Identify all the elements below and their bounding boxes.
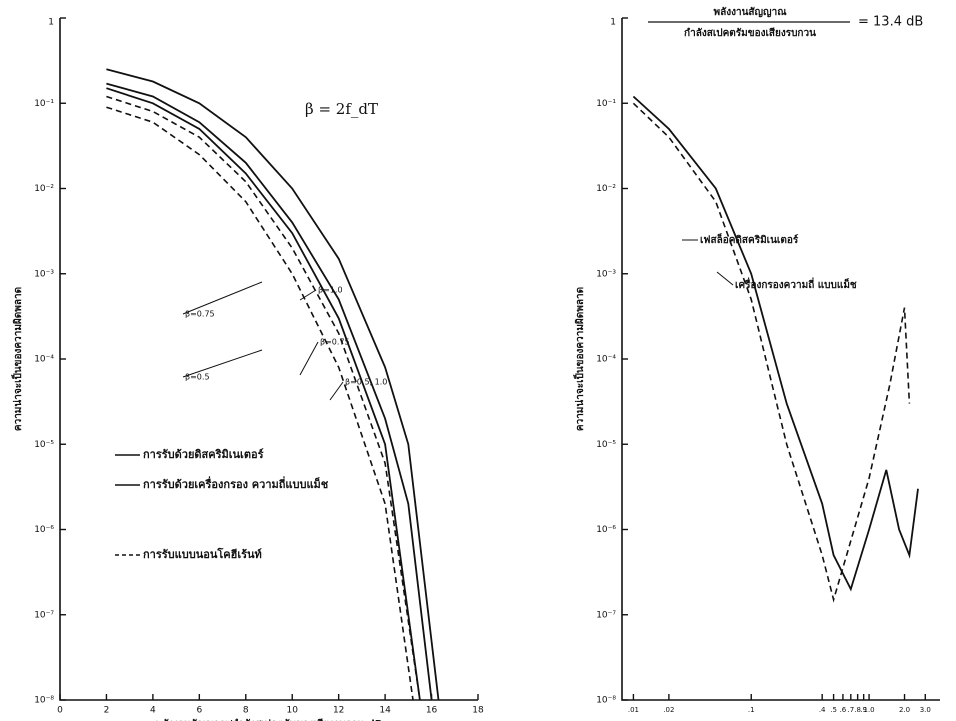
x-tick-label: .02 <box>663 706 674 714</box>
axis <box>621 18 940 701</box>
y-tick-label: 10⁻⁸ <box>596 696 616 706</box>
legend-label: การรับแบบนอนโคฮีเร้นท์ <box>143 547 262 561</box>
leader-line <box>716 271 734 286</box>
x-tick-label: 1.0 <box>863 706 874 714</box>
legend-label: การรับด้วยดิสคริมิเนเตอร์ <box>143 448 264 461</box>
curve <box>106 95 421 701</box>
x-tick-label: 16 <box>426 706 438 716</box>
x-tick-label: .7 <box>847 706 854 714</box>
x-tick-label: 6 <box>196 706 202 716</box>
leader-line <box>329 381 344 401</box>
y-axis-label: ความน่าจะเป็นของความผิดพลาด <box>10 287 24 431</box>
curve-label: เครื่องกรองความถี่ แบบแม็ช <box>735 277 857 291</box>
y-tick-label: 10⁻⁵ <box>596 440 616 450</box>
leader-line <box>299 289 317 301</box>
y-tick-label: 10⁻⁵ <box>34 440 54 450</box>
leader-line <box>182 349 263 378</box>
y-tick-label: 10⁻⁷ <box>596 610 616 620</box>
y-tick-label: 10⁻³ <box>596 269 616 279</box>
title-denominator: กำลังสเปคตรัมของเสียงรบกวน <box>684 27 816 39</box>
x-tick-label: .5 <box>830 706 837 714</box>
x-tick-label: 3.0 <box>920 706 931 714</box>
y-tick-label: 10⁻⁴ <box>34 355 54 365</box>
x-tick-label: .1 <box>748 706 755 714</box>
curve-label: β=0.5, 1.0 <box>345 378 387 387</box>
curve <box>106 87 421 701</box>
y-axis-label: ความน่าจะเป็นของความผิดพลาด <box>572 287 586 431</box>
x-tick-label: 8 <box>243 706 249 716</box>
curve-label: β=0.5 <box>185 373 210 382</box>
y-tick-label: 10⁻⁸ <box>34 696 54 706</box>
curve-label: β=0.75 <box>185 310 215 319</box>
x-tick-label: 4 <box>150 706 156 716</box>
title-numerator: พลังงานสัญญาณ <box>714 6 788 18</box>
curve <box>106 106 414 701</box>
formula: β = 2f_dT <box>305 100 378 118</box>
curve-label: β=1.0 <box>318 286 343 295</box>
x-tick-label: .01 <box>628 706 639 714</box>
y-tick-label: 10⁻⁴ <box>596 355 616 365</box>
y-tick-label: 10⁻⁷ <box>34 610 54 620</box>
x-tick-label: 12 <box>333 706 344 716</box>
x-tick-label: .9 <box>860 706 867 714</box>
title-value: = 13.4 dB <box>858 15 923 30</box>
y-tick-label: 1 <box>610 18 616 28</box>
y-tick-label: 10⁻¹ <box>596 99 616 109</box>
x-tick-label: 18 <box>472 706 484 716</box>
y-tick-label: 10⁻³ <box>34 269 54 279</box>
leader-line <box>182 281 263 315</box>
x-tick-label: 2.0 <box>899 706 910 714</box>
curve <box>632 95 919 592</box>
y-tick-label: 1 <box>48 18 54 28</box>
x-tick-label: 10 <box>286 706 298 716</box>
curve-label: β=0.75 <box>320 338 350 347</box>
x-tick-label: .6 <box>840 706 847 714</box>
x-axis-label: พลังงานสัญญาณ/กำลังสเปคตรัมของเสียงรบกวน… <box>156 718 383 721</box>
x-tick-label: 0 <box>57 706 63 716</box>
axis <box>59 18 478 701</box>
y-tick-label: 10⁻² <box>596 184 616 194</box>
curve <box>106 82 433 701</box>
y-tick-label: 10⁻¹ <box>34 99 54 109</box>
x-tick-label: .4 <box>819 706 826 714</box>
x-tick-label: .8 <box>854 706 861 714</box>
legend-label: การรับด้วยเครื่องกรอง ความถี่แบบแม็ช <box>143 476 329 491</box>
y-tick-label: 10⁻² <box>34 184 54 194</box>
curve <box>106 68 440 701</box>
leader-line <box>299 341 319 376</box>
curve <box>632 102 911 603</box>
x-tick-label: 14 <box>379 706 391 716</box>
y-tick-label: 10⁻⁶ <box>34 525 54 535</box>
y-tick-label: 10⁻⁶ <box>596 525 616 535</box>
curve-label: เฟสล็อคดิสคริมิเนเตอร์ <box>700 232 799 246</box>
x-tick-label: 2 <box>104 706 110 716</box>
